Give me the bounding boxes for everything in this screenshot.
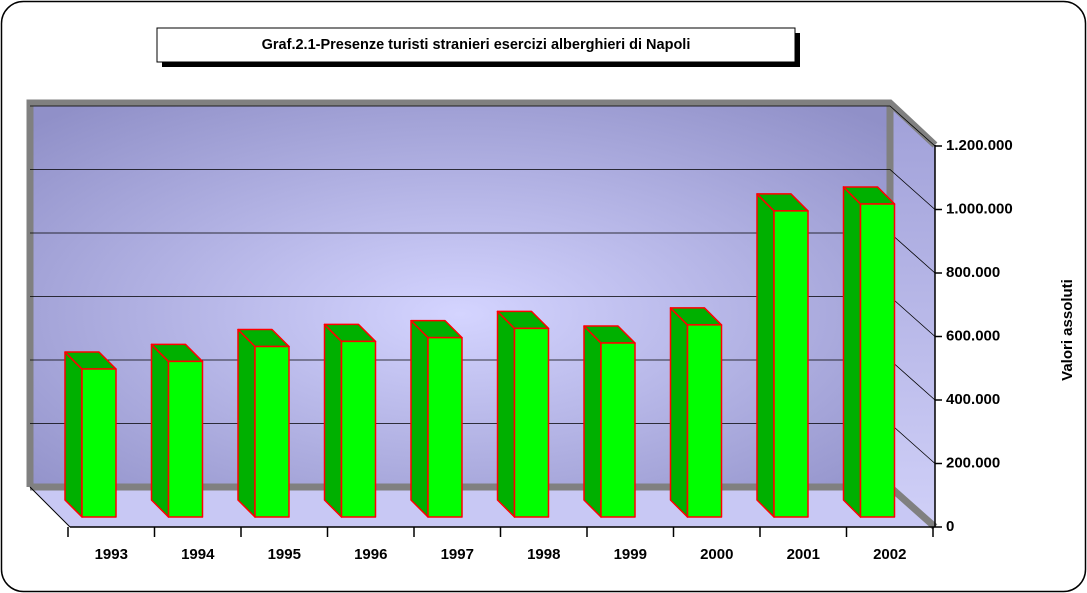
bar-side [583, 325, 602, 518]
x-tick-label: 1997 [441, 546, 474, 563]
x-tick-label: 1993 [95, 546, 128, 563]
y-tick-label: 200.000 [946, 454, 1000, 471]
chart-title: Graf.2.1-Presenze turisti stranieri eser… [262, 37, 691, 53]
bar-side [323, 323, 343, 518]
grid-line [30, 169, 936, 210]
bar [254, 345, 290, 518]
title-box [156, 27, 796, 63]
bar [686, 324, 723, 518]
bar-side [842, 186, 862, 518]
y-tick-label: 400.000 [946, 391, 1000, 408]
x-tick-label: 1995 [268, 546, 301, 563]
bar [513, 327, 550, 518]
floor-front-edge [29, 486, 71, 528]
bar-side [64, 351, 83, 518]
side-wall [890, 103, 935, 527]
bar [773, 210, 809, 518]
bar-side [410, 319, 429, 518]
wall-edge [26, 99, 938, 487]
x-tick-label: 1994 [181, 546, 215, 563]
y-tick-label: 600.000 [946, 327, 1000, 344]
x-tick-label: 1998 [527, 546, 560, 563]
bar-side [669, 307, 689, 518]
bar [427, 336, 463, 518]
grid-line [30, 105, 936, 147]
x-tick-label: 2002 [873, 546, 906, 563]
bar [81, 368, 117, 518]
y-tick-label: 0 [946, 518, 954, 535]
x-tick-label: 2000 [700, 546, 733, 563]
x-tick-label: 1996 [354, 546, 387, 563]
bar [340, 340, 377, 518]
bar-side [237, 328, 256, 518]
y-axis-title: Valori assoluti [1059, 279, 1076, 381]
bar [859, 203, 896, 518]
x-tick-label: 2001 [787, 546, 820, 563]
y-tick-label: 1.200.000 [946, 137, 1013, 154]
bar-side [496, 310, 516, 518]
y-tick-label: 800.000 [946, 264, 1000, 281]
bar-side [150, 343, 170, 518]
bar-side [756, 193, 775, 518]
marks [30, 105, 936, 518]
x-tick-label: 1999 [614, 546, 647, 563]
y-tick-label: 1.000.000 [946, 200, 1013, 217]
bar [600, 342, 636, 518]
bar [167, 360, 204, 518]
